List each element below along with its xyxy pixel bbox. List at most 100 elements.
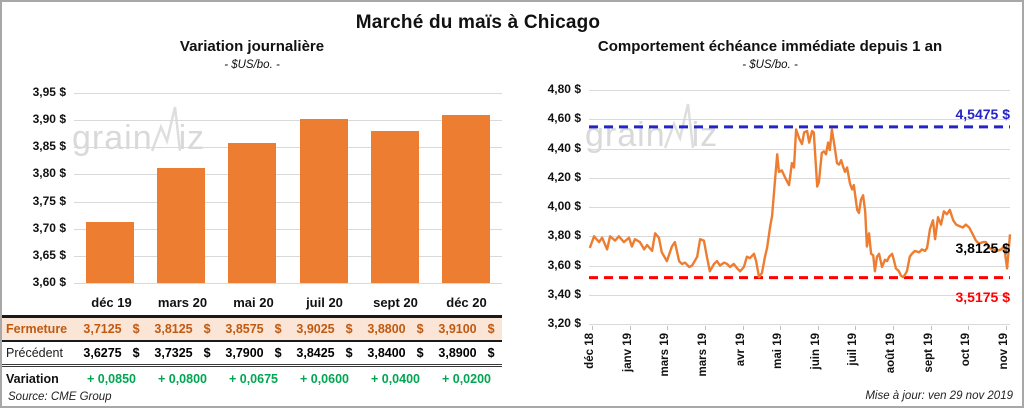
- x-tick-label: juil 19: [847, 333, 860, 366]
- y-tick-label: 3,80 $: [32, 166, 66, 181]
- table-cell: 3,7325 $: [147, 346, 218, 360]
- y-tick-label: 3,40 $: [547, 286, 581, 301]
- cell-unit: $: [416, 322, 424, 336]
- table-cell: 3,9025 $: [289, 322, 360, 336]
- x-tick-mark: [1006, 326, 1007, 330]
- price-table: déc 19 mars 20 mai 20 juil 20 sept 20 déc 20 F…: [2, 289, 502, 390]
- bar-déc-20: [442, 114, 491, 283]
- table-cell: 3,8425 $: [289, 346, 360, 360]
- cell-unit: $: [487, 322, 495, 336]
- price-line: [588, 128, 1012, 279]
- x-tick-mark: [629, 326, 631, 330]
- y-tick-label: 3,75 $: [32, 193, 66, 208]
- front-month-panel: Comportement échéance immédiate depuis 1…: [514, 2, 1022, 406]
- bar-sept-20: [371, 131, 419, 283]
- y-tick-label: 3,80 $: [547, 228, 581, 243]
- gridline: [589, 265, 1010, 267]
- column-header: juil 20: [306, 294, 343, 310]
- y-tick-label: 4,40 $: [547, 140, 581, 155]
- gridline: [589, 148, 1010, 150]
- row-label: Variation: [6, 371, 59, 386]
- x-tick-mark: [592, 326, 593, 330]
- cell-value: 3,8900: [438, 346, 477, 360]
- x-tick-mark: [855, 326, 857, 330]
- table-cell: 3,8900 $: [431, 346, 502, 360]
- y-tick-label: 4,80 $: [547, 82, 581, 96]
- source-note: Source: CME Group: [8, 391, 112, 403]
- updated-note: Mise à jour: ven 29 nov 2019: [865, 390, 1013, 402]
- gridline: [589, 207, 1010, 208]
- x-tick-label: oct 19: [960, 333, 973, 367]
- cell-value: 3,9025: [296, 322, 335, 336]
- cell-value: 3,8125: [154, 322, 193, 336]
- bar-mai-20: [228, 143, 277, 283]
- y-tick-label: 3,85 $: [32, 139, 66, 154]
- line-chart-title: Comportement échéance immédiate depuis 1…: [597, 38, 943, 55]
- table-header-row: déc 19 mars 20 mai 20 juil 20 sept 20 déc 20: [2, 289, 502, 318]
- bar-juil-20: [299, 118, 348, 283]
- table-cell: 3,9100 $: [431, 322, 502, 336]
- gridline: [74, 120, 502, 122]
- column-header: sept 20: [373, 294, 418, 310]
- cell-value: 3,7325: [154, 346, 193, 360]
- row-label: Fermeture: [6, 322, 68, 336]
- cell-unit: $: [487, 346, 495, 360]
- bar-chart-title: Variation journalière: [179, 38, 325, 55]
- table-cell: 3,8800 $: [360, 322, 431, 336]
- x-tick-label: nov 19: [998, 333, 1010, 370]
- table-cell: 3,6275 $: [76, 346, 147, 360]
- line-y-axis: 4,80 $ 4,60 $ 4,40 $ 4,20 $ 4,00 $ 3,80 $ 3,60…: [514, 82, 581, 330]
- x-tick-mark: [667, 326, 669, 330]
- table-cell: + 0,0400: [360, 372, 431, 386]
- page-title: Marché du maïs à Chicago: [355, 12, 601, 33]
- gridline: [589, 90, 1010, 91]
- cell-unit: $: [203, 322, 211, 336]
- y-tick-label: 3,60 $: [32, 275, 66, 289]
- bar-déc-19: [85, 221, 134, 283]
- x-tick-mark: [817, 326, 819, 330]
- cell-unit: $: [274, 346, 282, 360]
- x-tick-label: mars 19: [696, 333, 709, 377]
- y-tick-label: 4,00 $: [547, 199, 581, 213]
- min-line-label: 3,5175 $: [955, 288, 1011, 305]
- bar-mars-20: [157, 167, 205, 283]
- x-tick-label: mars 19: [659, 333, 672, 377]
- cell-value: 3,8575: [225, 322, 264, 336]
- bar-chart-subtitle: - $US/bo. -: [224, 59, 280, 71]
- y-tick-label: 3,90 $: [32, 112, 66, 127]
- x-tick-label: mai 19: [772, 333, 785, 369]
- gridline: [74, 174, 502, 176]
- x-tick-label: sept 19: [922, 333, 935, 373]
- column-header: déc 19: [91, 294, 132, 310]
- y-tick-label: 3,20 $: [547, 316, 581, 330]
- cell-value: + 0,0200: [441, 371, 491, 386]
- table-cell: 3,7125 $: [76, 322, 147, 336]
- cell-unit: $: [416, 346, 424, 360]
- y-tick-label: 4,60 $: [547, 111, 581, 126]
- gridline: [74, 255, 502, 257]
- x-tick-label: avr 19: [734, 333, 747, 367]
- table-cell: 3,8400 $: [360, 346, 431, 360]
- table-cell: + 0,0800: [147, 372, 218, 386]
- cell-value: 3,8800: [367, 322, 406, 336]
- cell-value: 3,8400: [367, 346, 406, 360]
- table-cell: 3,8125 $: [147, 322, 218, 336]
- gridline: [589, 236, 1010, 238]
- line-plot: 4,5475 $ 3,8125 $ 3,5175 $: [588, 90, 1012, 325]
- gridline: [589, 177, 1010, 179]
- gridline: [589, 119, 1010, 121]
- cell-value: + 0,0800: [157, 371, 207, 386]
- x-tick-mark: [893, 326, 895, 330]
- column-header: mai 20: [233, 294, 274, 310]
- y-tick-label: 4,20 $: [547, 169, 581, 184]
- x-tick-mark: [704, 326, 706, 330]
- last-value-label: 3,8125 $: [955, 240, 1011, 257]
- x-tick-label: déc 18: [584, 333, 596, 369]
- gridline: [589, 324, 1010, 325]
- cell-value: + 0,0675: [228, 371, 278, 386]
- cell-value: + 0,0400: [370, 371, 420, 386]
- cell-unit: $: [132, 322, 140, 336]
- gridline: [74, 201, 502, 203]
- table-row: Variation + 0,0850 + 0,0800 + 0,0675 + 0,060…: [2, 367, 502, 390]
- cell-unit: $: [203, 346, 211, 360]
